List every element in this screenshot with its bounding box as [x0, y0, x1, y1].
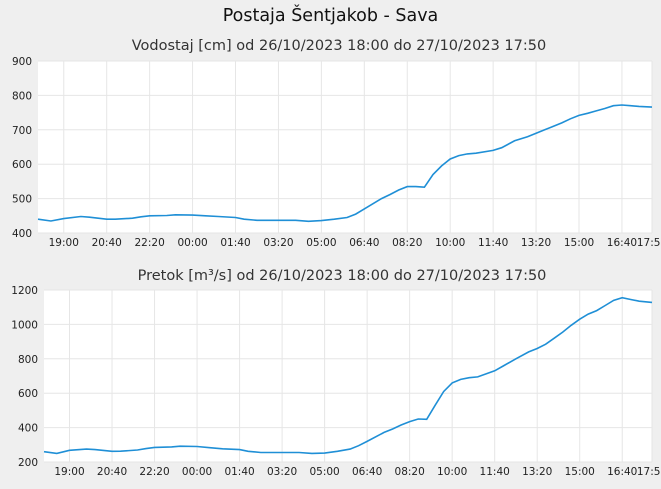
chart-2: Pretok [m³/s] od 26/10/2023 18:00 do 27/… [11, 268, 661, 478]
plot-area [38, 61, 652, 233]
x-tick-label: 08:20 [395, 466, 425, 478]
x-tick-label: 13:20 [522, 466, 552, 478]
page-title: Postaja Šentjakob - Sava [222, 6, 439, 26]
x-tick-label: 11:40 [480, 466, 510, 478]
y-tick-label: 200 [18, 457, 38, 469]
x-tick-label: 17:50 [637, 237, 661, 249]
y-tick-label: 600 [12, 159, 32, 171]
x-tick-label: 20:40 [97, 466, 127, 478]
x-tick-label: 05:00 [309, 466, 339, 478]
chart-1: Vodostaj [cm] od 26/10/2023 18:00 do 27/… [12, 38, 661, 249]
x-tick-label: 06:40 [349, 237, 379, 249]
y-tick-label: 400 [18, 423, 38, 435]
y-tick-label: 800 [18, 354, 38, 366]
x-tick-label: 10:00 [437, 466, 467, 478]
x-tick-label: 03:20 [267, 466, 297, 478]
x-tick-label: 01:40 [224, 466, 254, 478]
y-tick-label: 500 [12, 194, 32, 206]
x-tick-label: 03:20 [263, 237, 293, 249]
x-tick-label: 00:00 [182, 466, 212, 478]
x-tick-label: 16:40 [607, 466, 637, 478]
x-tick-label: 05:00 [306, 237, 336, 249]
y-tick-label: 900 [12, 56, 32, 68]
y-tick-label: 600 [18, 388, 38, 400]
x-tick-label: 20:40 [92, 237, 122, 249]
x-tick-label: 11:40 [478, 237, 508, 249]
plot-area [44, 290, 652, 462]
x-tick-label: 01:40 [220, 237, 250, 249]
series-line [43, 296, 653, 455]
y-tick-label: 800 [12, 90, 32, 102]
x-tick-label: 19:00 [54, 466, 84, 478]
x-tick-label: 15:00 [565, 466, 595, 478]
y-tick-label: 700 [12, 125, 32, 137]
chart-title: Vodostaj [cm] od 26/10/2023 18:00 do 27/… [132, 38, 546, 54]
x-tick-label: 15:00 [564, 237, 594, 249]
x-tick-label: 06:40 [352, 466, 382, 478]
x-tick-label: 22:20 [135, 237, 165, 249]
x-tick-label: 13:20 [521, 237, 551, 249]
chart-title: Pretok [m³/s] od 26/10/2023 18:00 do 27/… [138, 268, 547, 284]
y-tick-label: 400 [12, 228, 32, 240]
x-tick-label: 08:20 [392, 237, 422, 249]
x-tick-label: 19:00 [49, 237, 79, 249]
y-tick-label: 1000 [11, 319, 38, 331]
series-line [37, 104, 653, 223]
x-tick-label: 16:40 [607, 237, 637, 249]
x-tick-label: 22:20 [139, 466, 169, 478]
x-tick-label: 00:00 [177, 237, 207, 249]
y-tick-label: 1200 [11, 285, 38, 297]
x-tick-label: 10:00 [435, 237, 465, 249]
x-tick-label: 17:50 [637, 466, 661, 478]
